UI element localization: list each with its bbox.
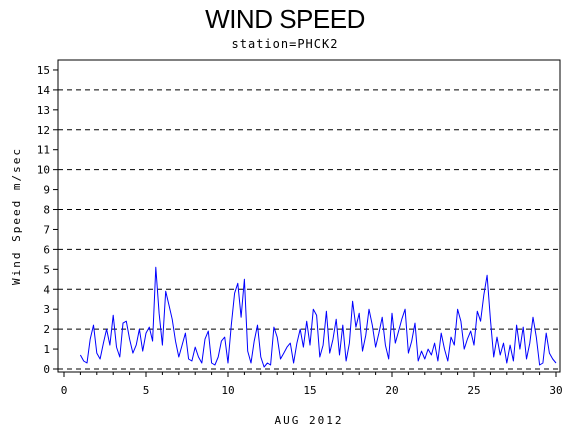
- y-tick-label-15: 15: [37, 64, 50, 77]
- y-tick-label-11: 11: [37, 144, 50, 157]
- x-tick-label-10: 10: [221, 384, 234, 397]
- y-tick-label-6: 6: [43, 243, 50, 256]
- y-tick-label-2: 2: [43, 323, 50, 336]
- x-tick-label-25: 25: [467, 384, 480, 397]
- y-tick-label-4: 4: [43, 283, 50, 296]
- y-tick-label-1: 1: [43, 343, 50, 356]
- y-tick-label-8: 8: [43, 204, 50, 217]
- y-axis-title: Wind Speed m/sec: [10, 147, 23, 285]
- series-layer: [79, 266, 557, 368]
- chart-title: WIND SPEED: [205, 4, 365, 34]
- y-tick-label-0: 0: [43, 363, 50, 376]
- x-tick-label-30: 30: [549, 384, 562, 397]
- x-axis-title: AUG 2012: [275, 414, 344, 427]
- y-tick-label-12: 12: [37, 124, 50, 137]
- x-axis: 0 5 10 15 20 25 30: [61, 372, 563, 397]
- chart-subtitle: station=PHCK2: [231, 37, 339, 51]
- x-tick-label-5: 5: [143, 384, 150, 397]
- plot-frame: [57, 59, 561, 373]
- y-tick-label-3: 3: [43, 303, 50, 316]
- x-tick-label-20: 20: [385, 384, 398, 397]
- y-tick-label-13: 13: [37, 104, 50, 117]
- series-line-0: [79, 266, 557, 368]
- y-tick-label-7: 7: [43, 223, 50, 236]
- x-tick-label-15: 15: [303, 384, 316, 397]
- y-tick-label-5: 5: [43, 263, 50, 276]
- y-tick-label-14: 14: [37, 84, 51, 97]
- y-tick-label-10: 10: [37, 164, 50, 177]
- y-tick-label-9: 9: [43, 184, 50, 197]
- x-tick-label-0: 0: [61, 384, 68, 397]
- gridlines: [58, 89, 560, 370]
